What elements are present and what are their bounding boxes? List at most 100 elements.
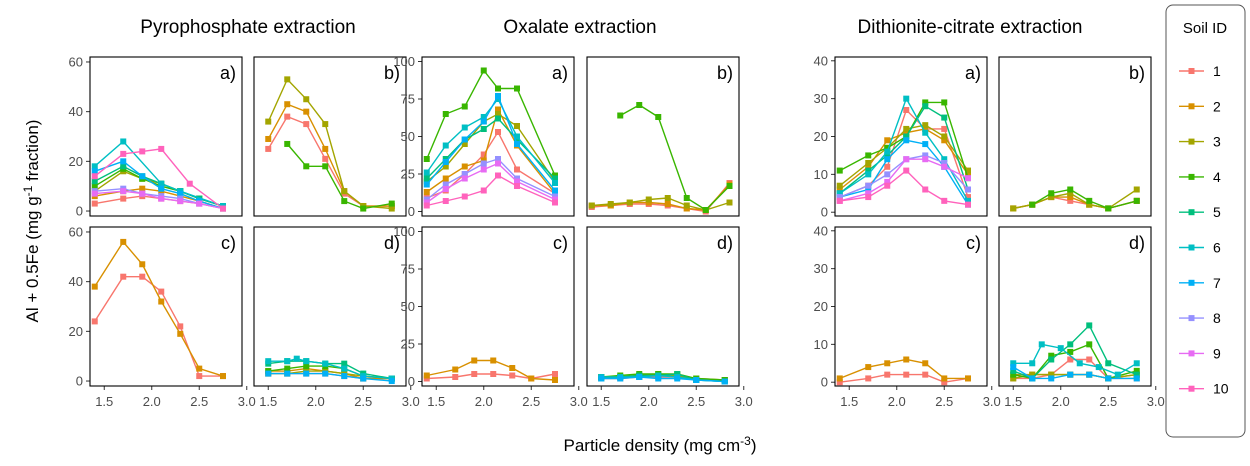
data-point xyxy=(922,152,929,159)
group-3: Dithionite-citrate extraction 0 10 20 30 40 a)… xyxy=(814,17,1165,409)
data-point xyxy=(495,85,501,92)
data-point xyxy=(461,103,468,110)
y-tick-label: 10 xyxy=(814,167,828,182)
legend-label: 1 xyxy=(1213,63,1221,79)
x-tick-label: 3.0 xyxy=(735,394,753,409)
series-soil-4 xyxy=(617,102,733,213)
y-tick-label: 0 xyxy=(821,375,828,390)
data-point xyxy=(552,371,558,377)
panel-frame xyxy=(421,56,575,217)
data-point xyxy=(220,205,226,212)
y-tick-label: 10 xyxy=(814,337,828,352)
y-tick-label: 25 xyxy=(401,167,415,182)
data-point xyxy=(865,160,872,166)
data-point xyxy=(91,163,98,170)
data-point xyxy=(514,183,520,189)
y-tick-label: 20 xyxy=(69,324,83,339)
data-point xyxy=(423,189,430,195)
legend-title: Soil ID xyxy=(1183,20,1227,37)
series-soil-3 xyxy=(836,122,971,189)
data-point xyxy=(284,358,291,365)
data-point xyxy=(1114,371,1121,378)
series-soil-1 xyxy=(588,180,733,215)
panel-1-b: b) xyxy=(253,56,407,217)
y-tick-label: 40 xyxy=(814,223,828,238)
data-point xyxy=(903,156,910,163)
x-tick-label: 2.0 xyxy=(307,394,325,409)
series-soil-6 xyxy=(423,96,558,186)
legend-label: 3 xyxy=(1213,134,1221,150)
data-point xyxy=(903,95,910,102)
series-line xyxy=(1013,343,1138,376)
data-point xyxy=(265,370,272,377)
data-point xyxy=(91,200,98,207)
data-point xyxy=(922,103,929,110)
data-point xyxy=(284,76,291,83)
data-point xyxy=(480,166,487,173)
data-point xyxy=(965,194,971,201)
data-point xyxy=(461,141,468,147)
data-point xyxy=(965,171,971,178)
legend-item-10: 10 xyxy=(1179,381,1229,397)
x-tick-label: 3.0 xyxy=(402,394,420,409)
data-point xyxy=(1057,345,1064,352)
data-point xyxy=(495,156,501,162)
data-point xyxy=(442,142,449,149)
panel-letter: b) xyxy=(717,63,733,83)
legend-key-point xyxy=(1188,244,1195,251)
data-point xyxy=(1029,360,1036,367)
data-point xyxy=(1133,375,1140,382)
data-point xyxy=(91,173,98,180)
series-soil-1 xyxy=(836,107,971,201)
data-point xyxy=(442,159,449,165)
panel-3-c: 0 10 20 30 40 1.5 2.0 2.5 3.0 c) xyxy=(814,223,1001,409)
y-tick-label: 0 xyxy=(408,374,415,389)
data-point xyxy=(480,67,487,74)
data-point xyxy=(91,183,98,190)
panel-3-d: 1.5 2.0 2.5 3.0 d) xyxy=(998,226,1165,409)
legend-label: 10 xyxy=(1213,381,1229,397)
legend-item-5: 5 xyxy=(1179,204,1221,220)
data-point xyxy=(461,193,468,200)
data-point xyxy=(1048,356,1055,363)
data-point xyxy=(941,197,948,204)
data-point xyxy=(480,187,487,194)
series-line xyxy=(839,96,969,202)
data-point xyxy=(442,198,449,204)
data-point xyxy=(480,114,487,120)
data-point xyxy=(617,112,624,119)
data-point xyxy=(941,133,948,140)
legend-label: 8 xyxy=(1213,310,1221,326)
data-point xyxy=(941,379,948,386)
series-line xyxy=(1031,188,1137,210)
panel-frame xyxy=(998,226,1152,387)
data-point xyxy=(903,167,910,174)
legend-label: 4 xyxy=(1213,169,1221,185)
data-point xyxy=(120,195,127,202)
series-soil-10 xyxy=(91,145,226,212)
panel-letter: d) xyxy=(717,233,733,253)
data-point xyxy=(442,111,449,117)
series-soil-4 xyxy=(284,140,395,212)
data-point xyxy=(303,163,310,170)
panel-letter: a) xyxy=(965,63,981,83)
data-point xyxy=(645,196,652,203)
data-point xyxy=(120,273,127,280)
series-soil-7 xyxy=(1010,364,1140,382)
data-point xyxy=(941,114,948,121)
series-soil-7 xyxy=(598,374,728,385)
data-point xyxy=(674,375,681,382)
data-point xyxy=(1133,197,1140,204)
panel-letter: a) xyxy=(220,63,236,83)
data-point xyxy=(322,121,329,128)
data-point xyxy=(702,207,709,213)
y-axis-title: Al + 0.5Fe (mg g-1 fraction) xyxy=(21,120,42,323)
series-soil-4 xyxy=(1029,186,1140,212)
legend-key-point xyxy=(1188,103,1195,110)
x-tick-label: 2.0 xyxy=(1052,394,1070,409)
data-point xyxy=(1067,197,1074,204)
legend-item-7: 7 xyxy=(1179,275,1221,291)
data-point xyxy=(360,205,367,212)
x-tick-label: 3.0 xyxy=(570,394,588,409)
